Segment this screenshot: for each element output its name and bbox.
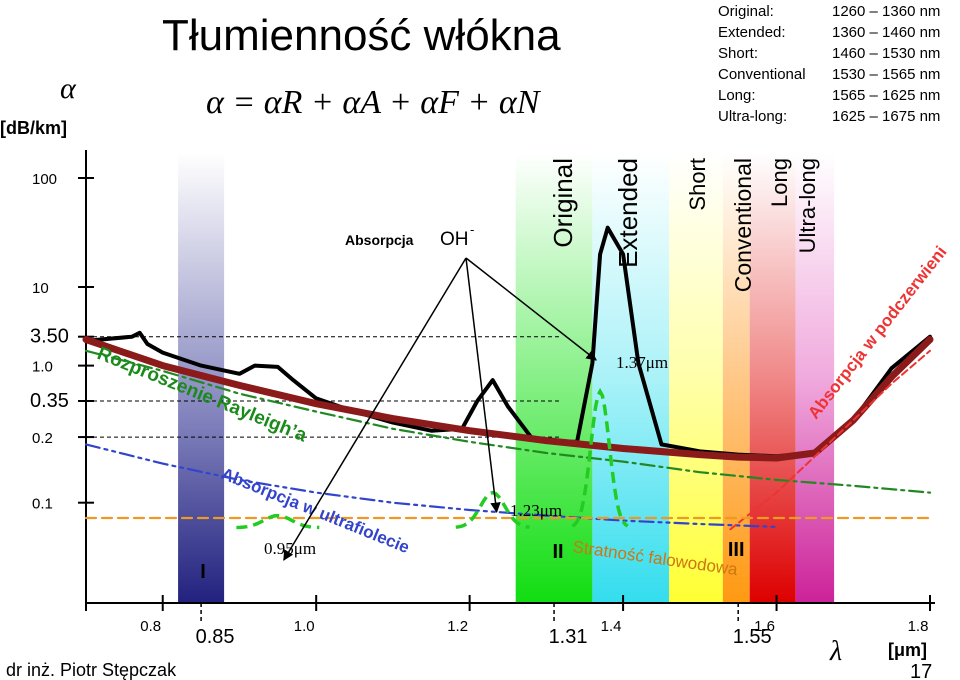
band-conventional [722,153,750,603]
oh-absorption-superscript: - [470,222,474,237]
oh-peak-label: 0.95μm [264,539,316,558]
y-axis-symbol: α [60,72,77,105]
band-label: Long [767,158,792,207]
band-extended [592,153,670,603]
band-table-range: 1565 – 1625 nm [832,87,940,104]
x-tick-label: 1.6 [754,618,775,635]
band-table-name: Extended: [718,24,786,41]
y-tick-label: 3.50 [30,326,69,348]
series-ir-line [729,349,931,531]
x-highlight-tick-label: 1.31 [549,626,588,648]
band-label: Conventional [730,158,756,292]
x-axis-unit: [μm] [888,640,927,660]
y-tick-label: 0.35 [30,390,69,412]
window-mark: I [200,561,206,583]
window-mark: III [728,539,745,561]
band-label: Extended [613,158,643,268]
window-mark: II [552,541,563,563]
chart-series [82,225,934,531]
band-table-range: 1360 – 1460 nm [832,24,940,41]
x-axis-symbol: λ [829,636,842,667]
oh-absorption-symbol: OH [440,229,469,250]
series-uv-line [84,443,778,528]
band-table-range: 1460 – 1530 nm [832,45,940,62]
band-ultra-long [795,153,835,603]
slide-title: Tłumienność włókna [162,11,561,60]
x-highlight-tick-label: 1.55 [733,626,772,648]
y-tick-label: 0.1 [32,496,53,513]
oh-peak-label: 1.37μm [616,353,668,372]
oh-arrow [465,257,501,514]
band-short [669,153,723,603]
x-tick-label: 1.4 [601,618,622,635]
y-tick-label: 100 [32,171,57,188]
attenuation-formula: α = αR + αA + αF + αN [206,84,542,121]
oh-peak-curve [236,513,320,530]
x-tick-label: 1.0 [294,618,315,635]
band-table-name: Conventional [718,66,806,83]
y-tick-label: 0.2 [32,430,53,447]
page-number: 17 [910,661,932,680]
band-table-name: Short: [718,45,758,62]
author-footer: dr inż. Piotr Stępczak [6,660,177,680]
band-table-range: 1625 – 1675 nm [832,108,940,125]
oh-peak-curve [571,387,629,528]
oh-absorption-prefix: Absorpcja [345,232,414,248]
x-tick-label: 0.8 [140,618,161,635]
oh-arrow [465,257,597,361]
y-axis-unit: [dB/km] [0,118,67,138]
band-table: Original: 1260 – 1360 nm Extended: 1360 – 1… [718,3,940,125]
band-label: Ultra-long [795,158,820,253]
x-highlight-tick-label: 0.85 [196,626,235,648]
wavelength-bands: Original Extended Short Conventional Long Ult… [178,153,835,603]
y-tick-label: 10 [32,280,49,297]
band-label: Short [685,158,710,211]
band-table-name: Ultra-long: [718,108,787,125]
x-tick-label: 1.2 [447,618,468,635]
oh-arrow [283,257,467,561]
band-table-name: Long: [718,87,756,104]
band-label: Original [548,158,578,248]
band-table-name: Original: [718,3,774,20]
x-tick-label: 1.8 [908,618,929,635]
band-table-range: 1530 – 1565 nm [832,66,940,83]
y-tick-label: 1.0 [32,359,53,376]
band-table-range: 1260 – 1360 nm [832,3,940,20]
oh-peak-label: 1.23μm [510,501,562,520]
band-long [749,153,796,603]
oh-peak-curve [455,490,530,529]
